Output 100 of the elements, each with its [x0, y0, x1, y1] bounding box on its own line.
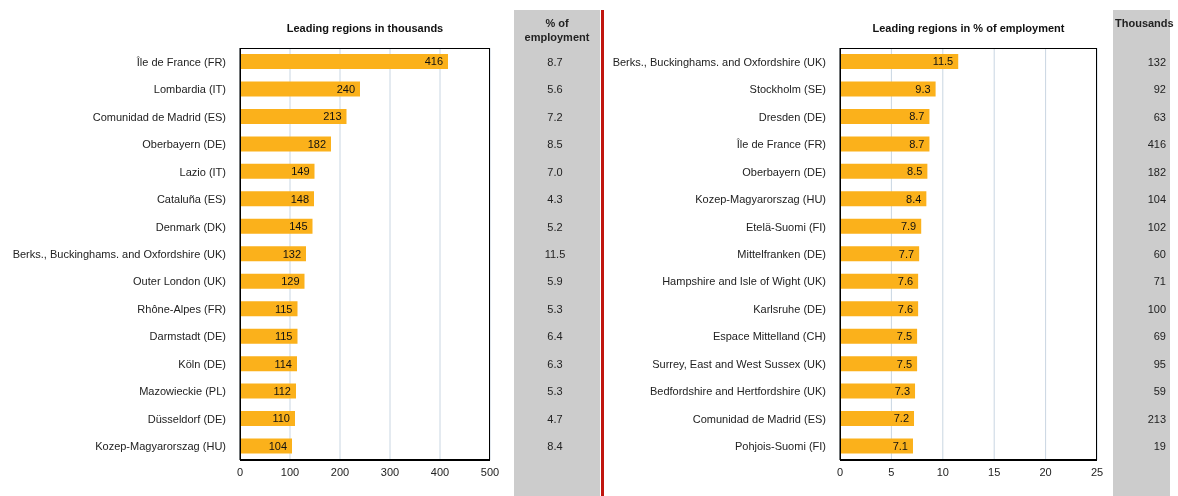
data-label: 5.3	[546, 301, 564, 316]
data-label: 8.7	[909, 110, 925, 123]
data-label: 7.2	[546, 109, 564, 124]
bar	[840, 356, 918, 372]
x-tick-label: 200	[330, 465, 350, 478]
y-tick-label: Düsseldorf (DE)	[147, 412, 226, 425]
y-tick-label: Darmstadt (DE)	[149, 330, 226, 343]
bar	[840, 411, 915, 427]
data-label: 11.5	[543, 247, 567, 261]
data-label: 148	[290, 192, 309, 205]
bar	[840, 383, 916, 399]
bar	[240, 54, 448, 69]
data-label: 8.5	[907, 165, 923, 178]
y-tick-label: Outer London (UK)	[133, 275, 226, 288]
data-label: 5.9	[546, 274, 564, 289]
y-tick-label: Oberbayern (DE)	[142, 138, 226, 151]
chart-title: Leading regions in % of employment	[871, 22, 1066, 34]
y-tick-label: Berks., Buckinghams. and Oxfordshire (UK)	[612, 55, 826, 68]
data-label: 115	[274, 330, 293, 343]
data-label: 8.7	[909, 137, 925, 150]
data-label: 7.6	[897, 275, 914, 288]
data-label: 416	[1146, 137, 1166, 152]
data-label: 7.6	[897, 302, 914, 315]
x-tick-label: 0	[236, 465, 244, 478]
data-label: 8.4	[906, 192, 922, 205]
data-label: 104	[268, 439, 287, 452]
data-label: 8.7	[546, 54, 564, 69]
data-label: 182	[1146, 164, 1166, 179]
y-tick-label: Köln (DE)	[178, 357, 226, 370]
x-tick-label: 15	[988, 465, 1001, 478]
data-label: 132	[282, 247, 301, 260]
data-label: 240	[336, 82, 355, 95]
x-tick-label: 400	[430, 465, 450, 478]
data-label: 132	[1146, 54, 1166, 69]
text: Thousands	[1114, 16, 1174, 30]
data-label: 7.2	[893, 412, 910, 425]
text: % of employment	[523, 16, 591, 44]
data-label: 4.3	[546, 192, 564, 207]
bar	[840, 328, 918, 344]
bar	[240, 301, 298, 317]
data-label: 5.3	[546, 384, 564, 399]
bar	[240, 136, 331, 152]
data-label: 7.5	[896, 357, 913, 370]
y-tick-label: Comunidad de Madrid (ES)	[92, 110, 226, 123]
data-label: 6.4	[546, 329, 564, 344]
data-label: 71	[1152, 274, 1166, 289]
y-tick-label: Cataluña (ES)	[156, 193, 226, 206]
data-label: 7.7	[898, 247, 915, 260]
y-tick-label: Hampshire and Isle of Wight (UK)	[662, 275, 826, 288]
data-label: 112	[273, 385, 291, 398]
data-label: 114	[274, 357, 292, 370]
data-label: 213	[1146, 411, 1166, 426]
data-label: 5.6	[546, 82, 564, 97]
x-tick-label: 300	[380, 465, 400, 478]
data-label: 63	[1152, 109, 1166, 124]
x-tick-label: 10	[936, 465, 949, 478]
y-tick-label: Stockholm (SE)	[749, 83, 826, 96]
y-tick-label: Dresden (DE)	[758, 110, 826, 123]
data-label: 69	[1152, 329, 1166, 344]
x-tick-label: 20	[1039, 465, 1052, 478]
y-tick-label: Etelä-Suomi (FI)	[745, 220, 826, 233]
data-label: 102	[1146, 219, 1166, 234]
y-tick-label: Kozep-Magyarorszag (HU)	[95, 440, 226, 453]
data-label: 7.0	[546, 164, 564, 179]
data-label: 100	[1146, 301, 1166, 316]
y-tick-label: Oberbayern (DE)	[742, 165, 826, 178]
data-label: 416	[424, 55, 443, 68]
data-label: 7.5	[896, 330, 913, 343]
y-tick-label: Lombardia (IT)	[153, 83, 226, 96]
bar	[840, 163, 928, 179]
bar	[240, 81, 360, 97]
y-tick-label: Comunidad de Madrid (ES)	[692, 412, 826, 425]
data-label: 60	[1152, 247, 1166, 261]
y-tick-label: Denmark (DK)	[155, 220, 226, 233]
y-tick-label: Rhône-Alpes (FR)	[137, 302, 226, 315]
x-tick-label: 500	[480, 465, 500, 478]
data-label: 59	[1152, 384, 1166, 399]
data-label: 149	[291, 165, 310, 178]
bar	[240, 191, 314, 207]
y-tick-label: Karlsruhe (DE)	[753, 302, 826, 315]
data-label: 182	[307, 137, 326, 150]
data-label: 145	[289, 220, 308, 233]
bar	[840, 136, 930, 152]
data-label: 104	[1146, 192, 1166, 207]
bar	[840, 54, 959, 69]
y-tick-label: Mittelfranken (DE)	[737, 248, 826, 260]
y-tick-label: Surrey, East and West Sussex (UK)	[652, 357, 826, 370]
y-tick-label: Espace Mittelland (CH)	[712, 330, 826, 343]
data-label: 5.2	[546, 219, 564, 234]
bar	[840, 218, 922, 234]
bar	[240, 218, 313, 234]
x-tick-label: 0	[836, 465, 844, 478]
data-label: 129	[281, 275, 300, 288]
x-tick-label: 5	[888, 465, 895, 478]
y-tick-label: Île de France (FR)	[135, 55, 226, 68]
bar	[840, 108, 930, 124]
data-label: 115	[274, 302, 293, 315]
bar	[840, 246, 920, 262]
data-label: 7.9	[900, 220, 917, 233]
data-label: 110	[272, 412, 290, 425]
